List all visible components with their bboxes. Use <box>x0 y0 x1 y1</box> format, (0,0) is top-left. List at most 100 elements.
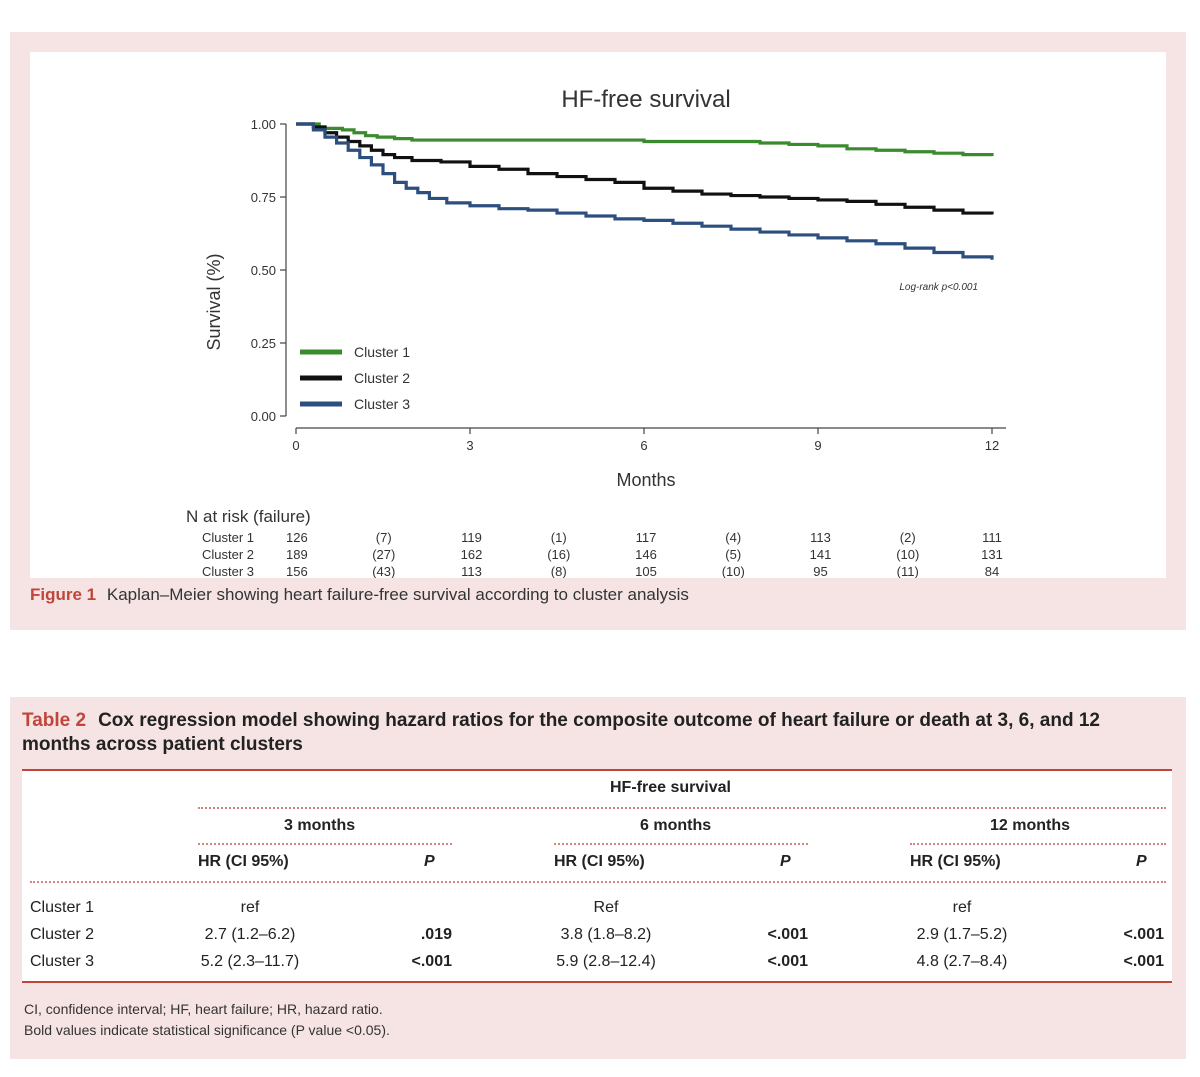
group-rule <box>198 807 1166 809</box>
period-rule <box>198 843 452 845</box>
km-chart: HF-free survival Survival (%) Months Log… <box>186 86 1006 578</box>
p-cell: <.001 <box>767 953 808 970</box>
p-cell: <.001 <box>767 926 808 943</box>
legend-entry: Cluster 1 <box>354 344 410 360</box>
p-cell: <.001 <box>411 953 452 970</box>
risk-cell: (5) <box>725 547 741 562</box>
x-tick-label: 0 <box>292 438 299 453</box>
hr-cell: 5.2 (2.3–11.7) <box>200 953 300 970</box>
p-cell: .019 <box>420 926 452 943</box>
logrank-annotation: Log-rank p<0.001 <box>899 282 978 293</box>
x-tick-label: 9 <box>814 438 821 453</box>
table-title: Table 2 Cox regression model showing haza… <box>22 709 1172 757</box>
risk-cell: (2) <box>900 530 916 545</box>
risk-cell: 105 <box>635 564 657 578</box>
risk-cell: (10) <box>722 564 745 578</box>
period-rule <box>910 843 1166 845</box>
risk-cell: 162 <box>461 547 483 562</box>
row-label: Cluster 2 <box>30 926 95 943</box>
hr-cell: ref <box>240 899 260 916</box>
risk-cell: 131 <box>981 547 1003 562</box>
y-tick-label: 0.25 <box>251 336 276 351</box>
risk-table: Cluster 1 126 (7) 119 (1) 117 (4) 113 (2) 111 Clus… <box>202 530 1003 578</box>
table-footnotes: CI, confidence interval; HF, heart failu… <box>24 999 390 1041</box>
row-label: Cluster 3 <box>30 953 95 970</box>
col-hr-header: HR (CI 95%) <box>554 853 645 870</box>
risk-row-label: Cluster 2 <box>202 547 254 562</box>
p-cell: <.001 <box>1123 953 1164 970</box>
footnote: Bold values indicate statistical signifi… <box>24 1022 390 1038</box>
risk-cell: (16) <box>547 547 570 562</box>
risk-row-label: Cluster 3 <box>202 564 254 578</box>
risk-cell: 119 <box>461 530 482 545</box>
risk-cell: (1) <box>551 530 567 545</box>
table-panel: Table 2 Cox regression model showing haza… <box>10 697 1186 1059</box>
legend-entry: Cluster 3 <box>354 396 410 412</box>
risk-cell: 141 <box>810 547 832 562</box>
y-tick-label: 0.50 <box>251 263 276 278</box>
risk-row-label: Cluster 1 <box>202 530 254 545</box>
period-header: 12 months <box>990 817 1071 834</box>
group-header: HF-free survival <box>610 779 731 796</box>
figure-label: Figure 1 <box>30 585 97 604</box>
x-tick-label: 6 <box>640 438 647 453</box>
risk-cell: 113 <box>810 530 831 545</box>
y-tick-label: 1.00 <box>251 117 276 132</box>
risk-cell: 113 <box>461 564 482 578</box>
table-label: Table 2 <box>22 710 87 731</box>
risk-cell: (43) <box>372 564 395 578</box>
p-cell: <.001 <box>1123 926 1164 943</box>
survival-curve-cluster-1 <box>296 122 994 157</box>
col-hr-header: HR (CI 95%) <box>910 853 1001 870</box>
figure-canvas: HF-free survival Survival (%) Months Log… <box>30 52 1166 578</box>
hr-cell: 3.8 (1.8–8.2) <box>560 926 652 943</box>
risk-cell: 156 <box>286 564 308 578</box>
risk-cell: 146 <box>635 547 657 562</box>
risk-cell: 95 <box>813 564 827 578</box>
risk-cell: (4) <box>725 530 741 545</box>
period-header: 6 months <box>640 817 712 834</box>
figure-caption: Figure 1 Kaplan–Meier showing heart fail… <box>30 585 689 605</box>
y-tick-label: 0.75 <box>251 190 276 205</box>
hr-cell: 2.7 (1.2–6.2) <box>204 926 296 943</box>
legend-entry: Cluster 2 <box>354 370 410 386</box>
row-label: Cluster 1 <box>30 899 95 916</box>
y-axis-label: Survival (%) <box>204 253 224 350</box>
footnote: CI, confidence interval; HF, heart failu… <box>24 1001 383 1017</box>
risk-cell: 189 <box>286 547 308 562</box>
legend: Cluster 1 Cluster 2 Cluster 3 <box>300 344 410 412</box>
risk-cell: (10) <box>896 547 919 562</box>
risk-cell: (27) <box>372 547 395 562</box>
x-tick-label: 3 <box>466 438 473 453</box>
hr-cell: ref <box>952 899 972 916</box>
period-header: 3 months <box>284 817 356 834</box>
col-p-header: P <box>1136 853 1147 870</box>
risk-cell: 111 <box>982 530 1002 545</box>
col-p-header: P <box>780 853 791 870</box>
col-p-header: P <box>424 853 435 870</box>
survival-curves <box>296 122 994 260</box>
y-tick-label: 0.00 <box>251 409 276 424</box>
risk-cell: 84 <box>985 564 999 578</box>
risk-cell: (8) <box>551 564 567 578</box>
figure-panel: HF-free survival Survival (%) Months Log… <box>10 32 1186 630</box>
risk-table-title: N at risk (failure) <box>186 507 311 526</box>
axes: 0.00 0.25 0.50 0.75 1.00 0 3 6 9 12 <box>251 117 1006 453</box>
x-tick-label: 12 <box>985 438 999 453</box>
risk-cell: (11) <box>897 564 919 578</box>
chart-title: HF-free survival <box>561 86 730 113</box>
risk-cell: 117 <box>636 530 657 545</box>
survival-curve-cluster-3 <box>296 122 994 260</box>
table-title-text: Cox regression model showing hazard rati… <box>22 710 1100 755</box>
period-rule <box>554 843 808 845</box>
header-rule <box>30 881 1166 883</box>
risk-cell: (7) <box>376 530 392 545</box>
hr-cell: 4.8 (2.7–8.4) <box>916 953 1008 970</box>
col-hr-header: HR (CI 95%) <box>198 853 289 870</box>
x-axis-label: Months <box>616 470 675 490</box>
risk-cell: 126 <box>286 530 308 545</box>
hr-cell: 2.9 (1.7–5.2) <box>916 926 1008 943</box>
hr-cell: 5.9 (2.8–12.4) <box>556 953 656 970</box>
hazard-ratio-table: HF-free survival 3 months 6 months 12 mo… <box>22 769 1172 983</box>
survival-curve-cluster-2 <box>296 122 994 215</box>
